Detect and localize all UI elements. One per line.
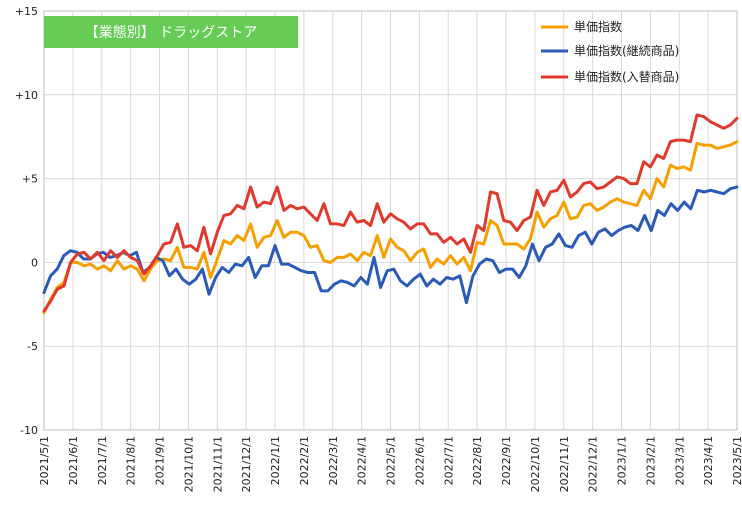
y-tick-label: +15: [15, 5, 38, 18]
x-tick-label: 2022/2/1: [298, 436, 311, 485]
chart-title-box: 【業態別】 ドラッグストア: [44, 16, 298, 48]
x-tick-label: 2022/12/1: [587, 436, 600, 492]
x-tick-label: 2022/1/1: [269, 436, 282, 485]
x-tick-label: 2022/10/1: [529, 436, 542, 492]
series-line-replaced-products: [42, 113, 739, 313]
x-tick-label: 2023/1/1: [616, 436, 629, 485]
legend-label-continuing-products: 単価指数(継続商品): [574, 43, 679, 58]
x-tick-label: 2022/6/1: [413, 436, 426, 485]
x-tick-label: 2021/5/1: [38, 436, 51, 485]
x-tick-label: 2023/4/1: [702, 436, 715, 485]
x-tick-label: 2022/5/1: [385, 436, 398, 485]
x-tick-label: 2021/8/1: [125, 436, 138, 485]
legend-item-continuing-products: 単価指数(継続商品): [541, 43, 679, 58]
series-line-continuing-products: [42, 185, 739, 305]
y-tick-label: -5: [27, 340, 38, 353]
y-tick-label: +10: [15, 89, 38, 102]
x-tick-label: 2023/2/1: [644, 436, 657, 485]
x-tick-label: 2022/11/1: [558, 436, 571, 492]
x-tick-label: 2021/9/1: [154, 436, 167, 485]
x-tick-label: 2022/7/1: [442, 436, 455, 485]
x-tick-label: 2022/8/1: [471, 436, 484, 485]
x-tick-label: 2021/11/1: [211, 436, 224, 492]
y-tick-label: +5: [22, 173, 38, 186]
legend: 単価指数 単価指数(継続商品) 単価指数(入替商品): [541, 19, 679, 84]
chart-title: 【業態別】 ドラッグストア: [85, 25, 257, 41]
x-tick-label: 2021/12/1: [240, 436, 253, 492]
x-tick-label: 2021/6/1: [67, 436, 80, 485]
chart-title-background: [44, 16, 298, 48]
series-layer: [42, 113, 739, 315]
y-tick-label: -10: [20, 424, 38, 437]
x-tick-label: 2022/4/1: [356, 436, 369, 485]
plot-border: [43, 10, 738, 431]
x-tick-label: 2021/7/1: [96, 436, 109, 485]
x-tick-label: 2023/5/1: [731, 436, 742, 485]
legend-item-replaced-products: 単価指数(入替商品): [541, 69, 679, 84]
x-tick-label: 2022/3/1: [327, 436, 340, 485]
x-tick-label: 2021/10/1: [182, 436, 195, 492]
legend-item-unit-price-index: 単価指数: [541, 19, 622, 34]
legend-label-replaced-products: 単価指数(入替商品): [574, 69, 679, 84]
y-tick-label: 0: [31, 256, 38, 269]
x-tick-label: 2022/9/1: [500, 436, 513, 485]
x-tick-label: 2023/3/1: [673, 436, 686, 485]
legend-label-unit-price-index: 単価指数: [574, 19, 622, 34]
